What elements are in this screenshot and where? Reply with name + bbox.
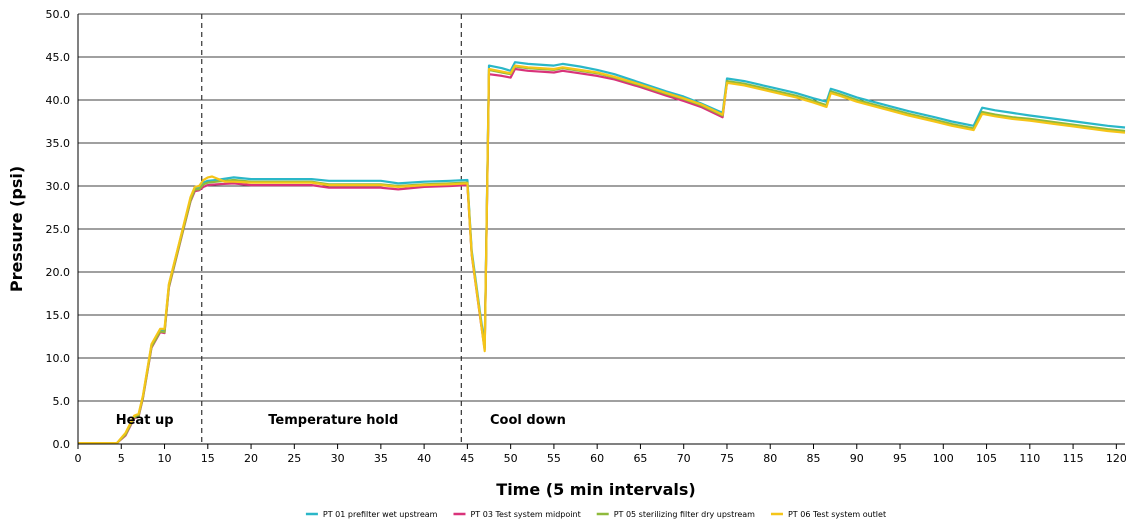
x-tick-label: 120 bbox=[1106, 452, 1126, 465]
x-tick-label: 50 bbox=[504, 452, 518, 465]
legend-label: PT 06 Test system outlet bbox=[788, 510, 886, 519]
legend-label: PT 05 sterilizing filter dry upstream bbox=[614, 510, 755, 519]
y-tick-label: 45.0 bbox=[46, 51, 71, 64]
y-tick-label: 0.0 bbox=[53, 438, 71, 451]
x-tick-label: 40 bbox=[417, 452, 431, 465]
x-tick-label: 20 bbox=[244, 452, 258, 465]
y-tick-label: 40.0 bbox=[46, 94, 71, 107]
series-line bbox=[78, 61, 1126, 445]
x-tick-label: 25 bbox=[287, 452, 301, 465]
x-tick-label: 35 bbox=[374, 452, 388, 465]
legend-label: PT 01 prefilter wet upstream bbox=[323, 510, 438, 519]
grid-lines bbox=[78, 13, 1125, 445]
x-tick-label: 0 bbox=[75, 452, 82, 465]
x-tick-label: 115 bbox=[1063, 452, 1084, 465]
y-axis-title: Pressure (psi) bbox=[7, 166, 26, 292]
x-tick-label: 60 bbox=[590, 452, 604, 465]
x-tick-label: 80 bbox=[763, 452, 777, 465]
x-tick-label: 105 bbox=[976, 452, 997, 465]
x-axis-title: Time (5 min intervals) bbox=[496, 480, 695, 499]
series-line bbox=[78, 64, 1126, 445]
y-tick-label: 25.0 bbox=[46, 223, 71, 236]
x-tick-label: 110 bbox=[1019, 452, 1040, 465]
x-tick-label: 70 bbox=[677, 452, 691, 465]
y-tick-label: 5.0 bbox=[53, 395, 71, 408]
x-tick-label: 65 bbox=[633, 452, 647, 465]
phase-label: Temperature hold bbox=[268, 413, 398, 428]
x-tick-label: 30 bbox=[331, 452, 345, 465]
phase-labels: Heat up Temperature hold Cool down bbox=[116, 413, 566, 428]
legend-label: PT 03 Test system midpoint bbox=[470, 510, 580, 519]
x-tick-label: 100 bbox=[933, 452, 954, 465]
x-tick-label: 95 bbox=[893, 452, 907, 465]
series-line bbox=[78, 65, 1126, 445]
x-tick-label: 5 bbox=[118, 452, 125, 465]
x-tick-label: 90 bbox=[850, 452, 864, 465]
y-tick-label: 20.0 bbox=[46, 266, 71, 279]
x-tick-label: 15 bbox=[201, 452, 215, 465]
x-tick-label: 75 bbox=[720, 452, 734, 465]
axes: 0.05.010.015.020.025.030.035.040.045.050… bbox=[46, 8, 1126, 465]
series-lines bbox=[78, 61, 1126, 445]
x-tick-label: 85 bbox=[806, 452, 820, 465]
phase-label: Cool down bbox=[490, 413, 566, 428]
x-tick-label: 55 bbox=[547, 452, 561, 465]
phase-label: Heat up bbox=[116, 413, 174, 428]
legend: PT 01 prefilter wet upstream PT 03 Test s… bbox=[305, 510, 886, 519]
y-tick-label: 10.0 bbox=[46, 352, 71, 365]
y-tick-label: 35.0 bbox=[46, 137, 71, 150]
y-tick-label: 30.0 bbox=[46, 180, 71, 193]
y-tick-label: 15.0 bbox=[46, 309, 71, 322]
x-tick-label: 45 bbox=[460, 452, 474, 465]
x-tick-label: 10 bbox=[158, 452, 172, 465]
y-tick-label: 50.0 bbox=[46, 8, 71, 21]
